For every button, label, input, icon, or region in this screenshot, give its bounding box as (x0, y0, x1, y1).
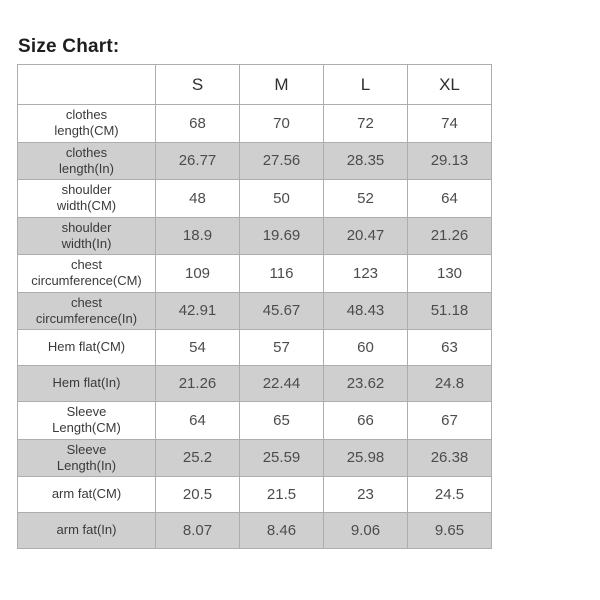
value-cell: 19.69 (239, 216, 324, 255)
value-cell: 72 (323, 104, 408, 143)
header-cell-size-s: S (155, 64, 240, 105)
value-cell: 20.5 (155, 476, 240, 513)
row-label: clothes length(In) (17, 141, 156, 180)
value-cell: 27.56 (239, 141, 324, 180)
table-body: clothes length(CM) 68 70 72 74 clothes length… (17, 104, 492, 549)
table-row: arm fat(CM) 20.5 21.5 23 24.5 (17, 476, 492, 513)
value-cell: 20.47 (323, 216, 408, 255)
value-cell: 21.26 (155, 365, 240, 402)
table-row: clothes length(In) 26.77 27.56 28.35 29.13 (17, 141, 492, 180)
value-cell: 9.65 (407, 512, 492, 549)
row-label: Hem flat(CM) (17, 329, 156, 366)
value-cell: 25.59 (239, 438, 324, 477)
value-cell: 25.2 (155, 438, 240, 477)
row-label: Sleeve Length(CM) (17, 401, 156, 440)
table-row: arm fat(In) 8.07 8.46 9.06 9.65 (17, 512, 492, 549)
value-cell: 18.9 (155, 216, 240, 255)
value-cell: 64 (155, 401, 240, 440)
value-cell: 21.5 (239, 476, 324, 513)
row-label: Hem flat(In) (17, 365, 156, 402)
value-cell: 9.06 (323, 512, 408, 549)
table-row: clothes length(CM) 68 70 72 74 (17, 104, 492, 143)
value-cell: 64 (407, 179, 492, 218)
value-cell: 68 (155, 104, 240, 143)
value-cell: 8.07 (155, 512, 240, 549)
row-label: clothes length(CM) (17, 104, 156, 143)
table-row: chest circumference(In) 42.91 45.67 48.43 51… (17, 291, 492, 330)
value-cell: 65 (239, 401, 324, 440)
value-cell: 63 (407, 329, 492, 366)
value-cell: 54 (155, 329, 240, 366)
value-cell: 8.46 (239, 512, 324, 549)
value-cell: 74 (407, 104, 492, 143)
value-cell: 116 (239, 254, 324, 293)
value-cell: 29.13 (407, 141, 492, 180)
table-row: Sleeve Length(In) 25.2 25.59 25.98 26.38 (17, 438, 492, 477)
size-chart-table: S M L XL clothes length(CM) 68 70 72 74 cloth… (17, 64, 492, 549)
value-cell: 24.5 (407, 476, 492, 513)
header-cell-size-m: M (239, 64, 324, 105)
value-cell: 52 (323, 179, 408, 218)
row-label: Sleeve Length(In) (17, 438, 156, 477)
value-cell: 25.98 (323, 438, 408, 477)
value-cell: 28.35 (323, 141, 408, 180)
value-cell: 67 (407, 401, 492, 440)
value-cell: 50 (239, 179, 324, 218)
row-label: arm fat(In) (17, 512, 156, 549)
header-cell-size-xl: XL (407, 64, 492, 105)
value-cell: 48 (155, 179, 240, 218)
value-cell: 51.18 (407, 291, 492, 330)
value-cell: 45.67 (239, 291, 324, 330)
page-title: Size Chart: (18, 36, 120, 57)
value-cell: 23 (323, 476, 408, 513)
table-row: Sleeve Length(CM) 64 65 66 67 (17, 401, 492, 440)
value-cell: 24.8 (407, 365, 492, 402)
value-cell: 26.38 (407, 438, 492, 477)
value-cell: 60 (323, 329, 408, 366)
value-cell: 22.44 (239, 365, 324, 402)
table-row: shoulder width(In) 18.9 19.69 20.47 21.26 (17, 216, 492, 255)
table-row: Hem flat(CM) 54 57 60 63 (17, 329, 492, 366)
value-cell: 21.26 (407, 216, 492, 255)
header-cell-size-l: L (323, 64, 408, 105)
value-cell: 57 (239, 329, 324, 366)
row-label: arm fat(CM) (17, 476, 156, 513)
table-row: Hem flat(In) 21.26 22.44 23.62 24.8 (17, 365, 492, 402)
value-cell: 66 (323, 401, 408, 440)
row-label: chest circumference(CM) (17, 254, 156, 293)
value-cell: 42.91 (155, 291, 240, 330)
value-cell: 123 (323, 254, 408, 293)
value-cell: 109 (155, 254, 240, 293)
row-label: shoulder width(CM) (17, 179, 156, 218)
header-cell-blank (17, 64, 156, 105)
value-cell: 26.77 (155, 141, 240, 180)
value-cell: 70 (239, 104, 324, 143)
value-cell: 130 (407, 254, 492, 293)
value-cell: 23.62 (323, 365, 408, 402)
header-row: S M L XL (17, 64, 492, 105)
row-label: chest circumference(In) (17, 291, 156, 330)
table-row: chest circumference(CM) 109 116 123 130 (17, 254, 492, 293)
row-label: shoulder width(In) (17, 216, 156, 255)
value-cell: 48.43 (323, 291, 408, 330)
table-row: shoulder width(CM) 48 50 52 64 (17, 179, 492, 218)
